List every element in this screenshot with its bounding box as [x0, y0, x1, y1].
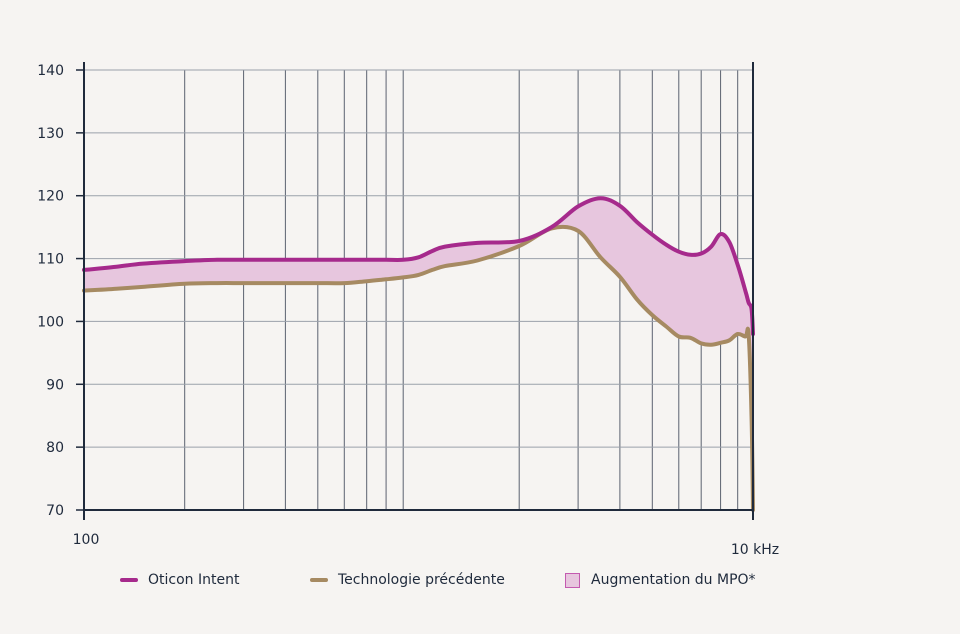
- x-tick-label: 100: [73, 532, 100, 548]
- mpo-increase-area: [84, 198, 753, 511]
- x-tick-labels: 100 10 kHz: [73, 532, 779, 558]
- y-tick-label: 120: [37, 189, 64, 205]
- series-line-previous-technology: [82, 224, 755, 512]
- axes: [83, 62, 754, 520]
- legend: Oticon Intent Technologie précédente Aug…: [0, 572, 960, 596]
- legend-item-oticon-intent: Oticon Intent: [120, 572, 239, 588]
- legend-swatch-line: [120, 578, 138, 582]
- y-tick-label: 100: [37, 314, 64, 330]
- series-line-oticon-intent: [82, 196, 755, 336]
- legend-swatch-line: [310, 578, 328, 582]
- legend-swatch-area: [565, 572, 580, 588]
- y-tick-labels: 70 80 90 100 110 120 130 140: [37, 63, 84, 519]
- y-tick-label: 90: [46, 377, 64, 393]
- y-tick-label: 110: [37, 252, 64, 268]
- y-tick-label: 80: [46, 440, 64, 456]
- y-tick-label: 130: [37, 126, 64, 142]
- legend-label: Augmentation du MPO*: [591, 572, 756, 588]
- y-tick-label: 70: [46, 503, 64, 519]
- x-tick-label: 10 kHz: [731, 542, 779, 558]
- legend-label: Technologie précédente: [338, 572, 505, 588]
- y-tick-label: 140: [37, 63, 64, 79]
- legend-item-previous-technology: Technologie précédente: [310, 572, 505, 588]
- legend-item-mpo-increase: Augmentation du MPO*: [565, 572, 756, 588]
- horizontal-grid: [84, 69, 753, 448]
- legend-label: Oticon Intent: [148, 572, 240, 588]
